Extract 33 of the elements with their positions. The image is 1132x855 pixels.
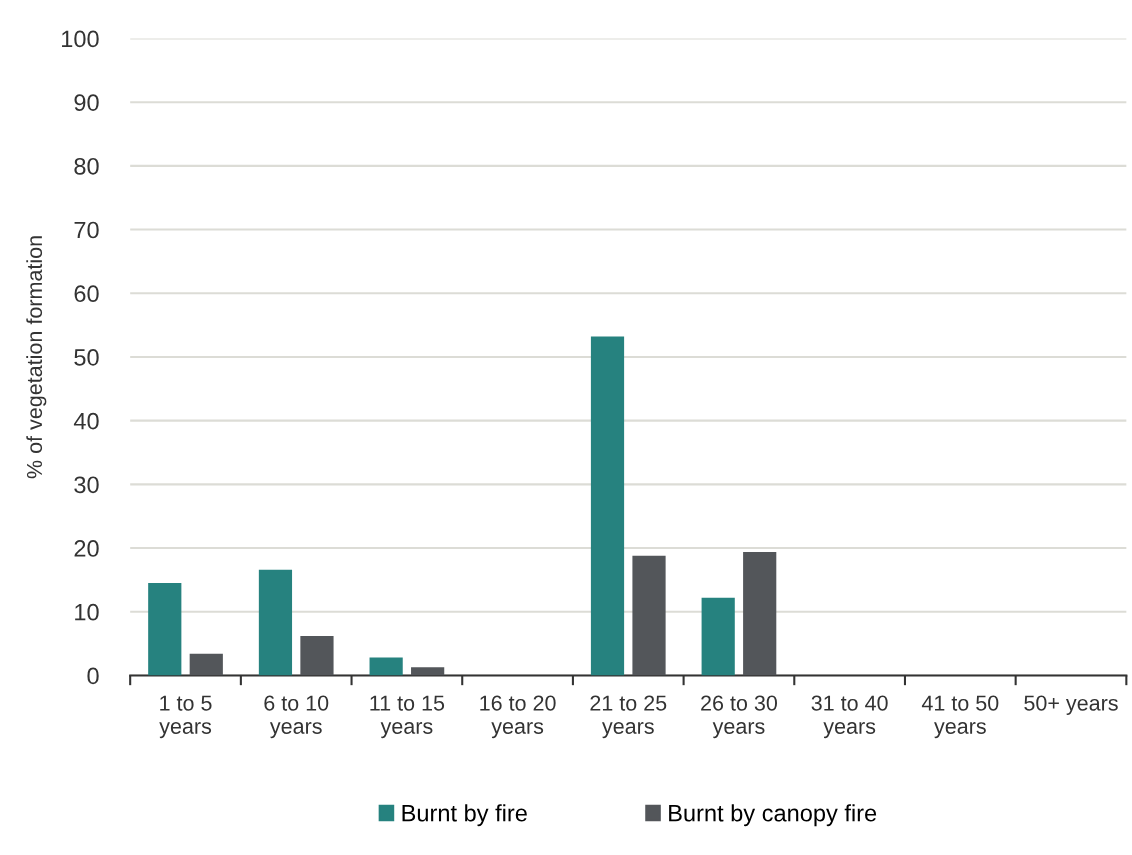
y-tick-label: 10 — [75, 603, 99, 621]
y-tick-label: 20 — [74, 540, 99, 557]
y-tick-label: 0 — [87, 667, 99, 685]
bar — [701, 597, 735, 676]
bar — [743, 551, 777, 676]
x-tick-label: 21 to 25 years — [590, 695, 667, 739]
x-tick-label: 16 to 20 years — [480, 695, 556, 739]
y-tick-label: 30 — [74, 476, 99, 494]
y-tick-label: 70 — [74, 221, 99, 239]
x-tick-label: 11 to 15 years — [370, 695, 445, 739]
x-tick-label: 1 to 5 years — [159, 695, 212, 739]
x-tick-label: 6 to 10 years — [264, 695, 329, 739]
y-tick-label: 50 — [74, 349, 99, 366]
bar — [148, 583, 182, 676]
x-tick-label: 31 to 40 years — [811, 695, 888, 739]
y-tick-label: 90 — [74, 94, 99, 111]
x-tick-label: 26 to 30 years — [701, 695, 778, 739]
x-tick-label: 41 to 50 years — [921, 695, 999, 739]
y-axis-title: % of vegetation formation — [26, 236, 47, 479]
legend-label: Burnt by canopy fire — [669, 804, 877, 827]
bar — [189, 653, 223, 676]
bar — [632, 555, 666, 676]
y-tick-label: 80 — [74, 157, 99, 175]
bar — [411, 667, 445, 676]
legend-label: Burnt by fire — [402, 804, 527, 827]
x-tick-label: 50+ years — [1024, 695, 1118, 715]
bar — [369, 657, 403, 676]
y-tick-label: 60 — [74, 285, 99, 303]
y-tick-label: 100 — [62, 30, 99, 48]
bar — [590, 336, 625, 676]
y-tick-label: 40 — [73, 412, 99, 430]
bar — [300, 635, 334, 676]
bar — [258, 569, 293, 676]
